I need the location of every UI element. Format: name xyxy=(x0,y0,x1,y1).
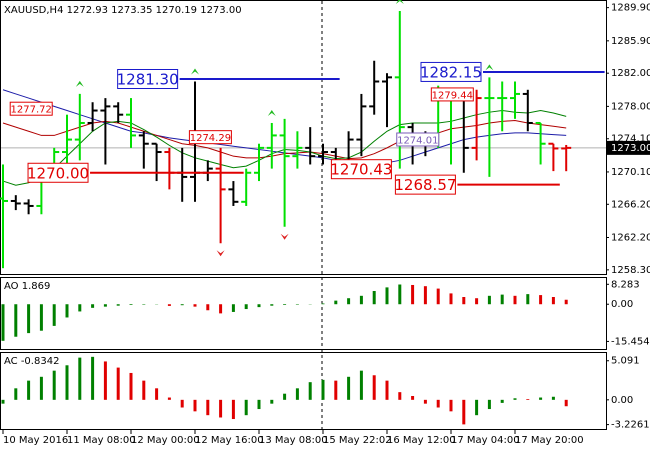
level-label: 1274.01 xyxy=(397,135,438,146)
y-tick-label: -15.454 xyxy=(611,336,650,347)
x-tick-label: 17 May 20:00 xyxy=(515,435,584,446)
level-label: 1270.43 xyxy=(330,161,392,179)
x-tick-label: 13 May 08:00 xyxy=(259,435,328,446)
fractal-down xyxy=(280,233,289,240)
level-label: 1279.44 xyxy=(432,90,473,101)
y-tick-label: 0.00 xyxy=(611,299,633,310)
level-label: 1277.72 xyxy=(11,105,52,116)
fractal-up xyxy=(485,64,494,71)
y-tick-label: 1266.20 xyxy=(611,199,650,210)
chart-title: XAUUSD,H4 1272.93 1273.35 1270.19 1273.0… xyxy=(4,5,242,16)
level-box xyxy=(330,159,392,180)
y-tick-label: 1270.10 xyxy=(611,167,650,178)
y-tick-label: 1262.20 xyxy=(611,232,650,243)
y-tick-label: 1274.10 xyxy=(611,134,650,145)
y-tick-label: 1282.00 xyxy=(611,68,650,79)
level-label: 1281.30 xyxy=(117,71,179,89)
fractal-up xyxy=(75,80,84,87)
fractal-up xyxy=(395,0,404,4)
x-tick-label: 12 May 00:00 xyxy=(131,435,200,446)
x-tick-label: 15 May 22:02 xyxy=(323,435,392,446)
level-box xyxy=(396,132,440,147)
price-tag-label: 1273.00 xyxy=(611,143,650,154)
y-tick-label: 1258.30 xyxy=(611,265,650,276)
fractal-up xyxy=(191,68,199,75)
y-tick-label: 1289.90 xyxy=(611,3,650,14)
x-tick-label: 17 May 04:00 xyxy=(451,435,520,446)
price-tag xyxy=(607,140,650,155)
level-label: 1270.00 xyxy=(27,164,89,182)
level-box xyxy=(430,87,474,102)
level-box xyxy=(394,174,456,195)
level-box xyxy=(27,162,89,183)
ac-title: AC -0.8342 xyxy=(4,356,59,367)
ao-title: AO 1.869 xyxy=(4,281,50,292)
level-box xyxy=(420,61,482,82)
level-box xyxy=(9,101,53,116)
level-label: 1274.29 xyxy=(190,133,231,144)
main-panel xyxy=(0,0,607,275)
x-tick-label: 12 May 16:00 xyxy=(195,435,264,446)
y-tick-label: 0.00 xyxy=(611,395,633,406)
y-tick-label: 5.091 xyxy=(611,356,640,367)
ao-panel xyxy=(0,277,607,350)
level-box xyxy=(117,69,179,89)
x-tick-label: 16 May 12:00 xyxy=(387,435,456,446)
y-tick-label: -3.2261 xyxy=(611,420,650,431)
y-tick-label: 1278.00 xyxy=(611,101,650,112)
ac-panel xyxy=(0,352,607,430)
x-tick-label: 10 May 2016 xyxy=(3,435,68,446)
level-box xyxy=(188,130,232,145)
x-tick-label: 11 May 08:00 xyxy=(67,435,136,446)
level-label: 1268.57 xyxy=(394,176,456,194)
level-label: 1282.15 xyxy=(420,63,482,81)
fractal-up xyxy=(267,109,276,116)
fractal-down xyxy=(216,250,225,257)
y-tick-label: 8.283 xyxy=(611,279,640,290)
y-tick-label: 1285.90 xyxy=(611,36,650,47)
